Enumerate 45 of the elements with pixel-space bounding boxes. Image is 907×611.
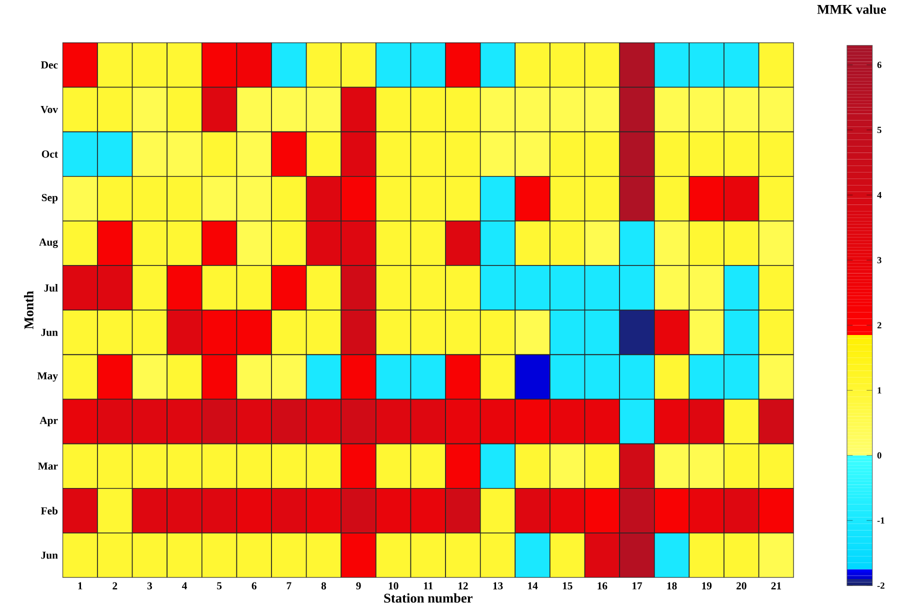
x-tick-label: 6 — [252, 582, 256, 590]
x-tick-label: 15 — [562, 582, 572, 590]
y-tick-label: Dec — [40, 61, 58, 69]
color-bar-label: 5 — [877, 126, 882, 134]
y-tick-label: Jun — [41, 328, 58, 336]
x-tick-label: 14 — [528, 582, 538, 590]
y-tick-label: Sep — [42, 194, 58, 204]
color-bar-label: 2 — [877, 322, 882, 328]
y-axis-title: Month — [24, 291, 34, 330]
x-tick-label: 2 — [112, 582, 118, 590]
y-tick-label: Feb — [40, 506, 58, 514]
x-tick-label: 8 — [321, 582, 326, 590]
color-bar-label: 1 — [878, 387, 882, 394]
y-tick-label: May — [37, 372, 58, 382]
x-tick-label: 10 — [388, 582, 398, 590]
y-tick-label: Jul — [44, 284, 58, 292]
x-tick-label: 5 — [217, 582, 222, 590]
x-tick-label: 7 — [286, 582, 292, 590]
x-tick-label: 11 — [424, 582, 433, 590]
x-tick-label: 12 — [458, 582, 468, 590]
color-bar-label: 6 — [877, 62, 882, 68]
color-bar-label: 0 — [877, 452, 882, 459]
x-tick-label: 9 — [356, 582, 361, 590]
color-bar-title: MMK value — [817, 4, 886, 14]
color-bar-label: 4 — [877, 192, 882, 198]
y-tick-label: Mar — [38, 462, 58, 470]
x-tick-label: 4 — [182, 582, 187, 590]
x-tick-label: 13 — [493, 582, 503, 590]
x-tick-label: 19 — [702, 582, 712, 590]
color-bar-label: -2 — [877, 582, 884, 589]
y-tick-label: Apr — [40, 416, 58, 426]
x-tick-label: 18 — [667, 582, 677, 590]
y-tick-label: Vov — [40, 106, 58, 114]
x-tick-label: 17 — [632, 582, 642, 590]
y-tick-label: Oct — [42, 150, 58, 158]
y-tick-label: Jun — [41, 552, 58, 559]
color-bar-label: -1 — [877, 517, 884, 524]
color-bar-label: 3 — [877, 257, 882, 264]
x-tick-label: 16 — [598, 582, 608, 590]
y-tick-label: Aug — [39, 238, 58, 248]
x-tick-label: 21 — [771, 582, 782, 590]
x-tick-label: 1 — [78, 582, 82, 590]
x-tick-label: 3 — [147, 582, 152, 590]
x-tick-label: 20 — [736, 582, 746, 590]
x-axis-title: Station number — [384, 593, 473, 603]
